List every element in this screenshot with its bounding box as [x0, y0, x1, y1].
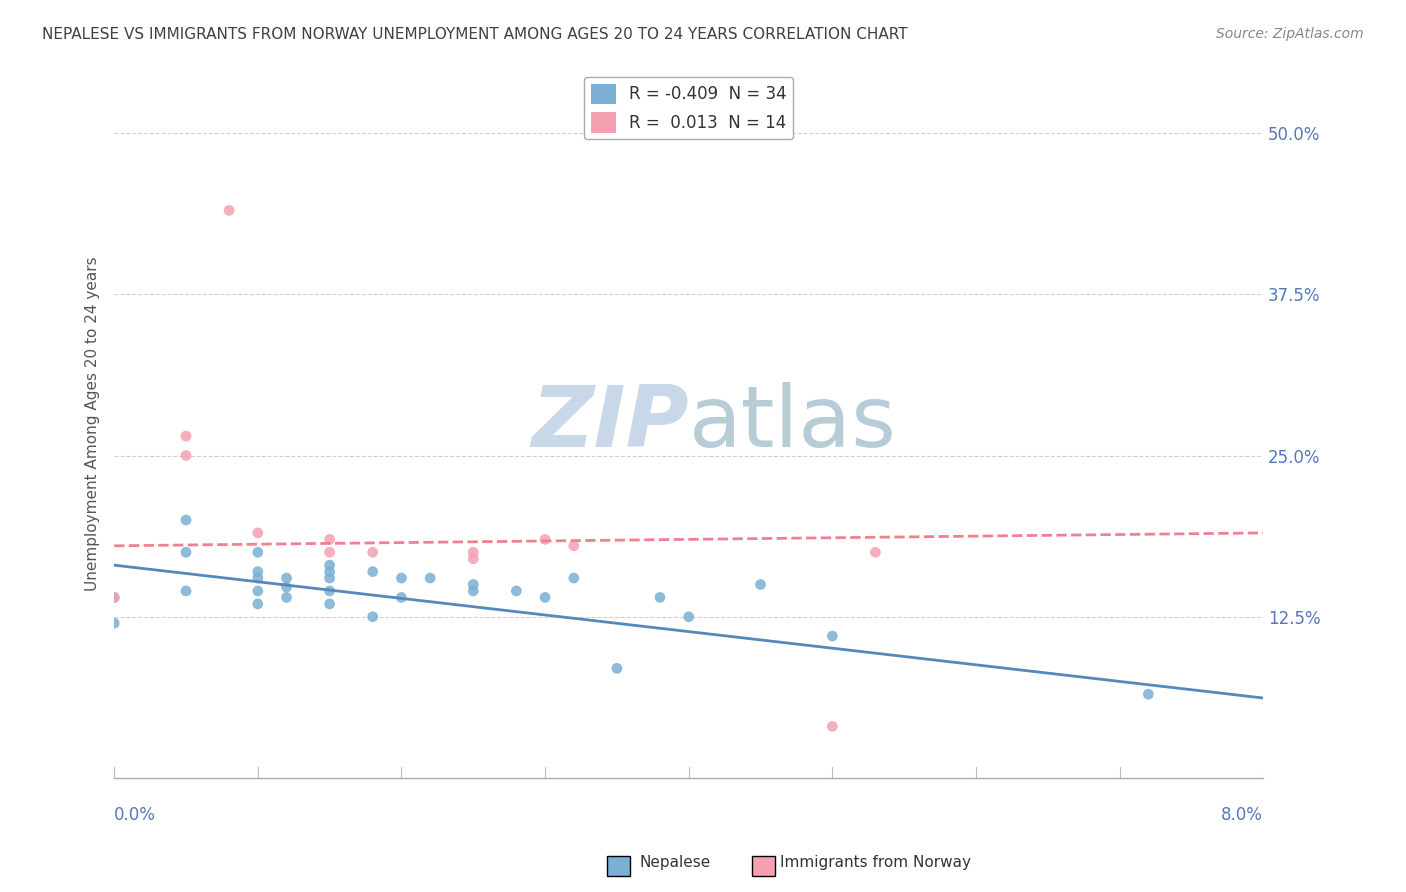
- Text: atlas: atlas: [689, 382, 897, 465]
- Point: [1137, 687, 1160, 701]
- Point: [318, 565, 340, 579]
- Point: [318, 545, 340, 559]
- Point: [174, 449, 197, 463]
- Point: [318, 558, 340, 573]
- Point: [246, 565, 269, 579]
- Point: [821, 719, 844, 733]
- Point: [463, 584, 485, 599]
- Point: [174, 545, 197, 559]
- Point: [246, 545, 269, 559]
- Point: [174, 584, 197, 599]
- Point: [103, 591, 125, 605]
- Point: [174, 429, 197, 443]
- Point: [678, 609, 700, 624]
- Point: [276, 571, 298, 585]
- Point: [318, 571, 340, 585]
- Point: [361, 565, 384, 579]
- Point: [419, 571, 441, 585]
- Point: [246, 584, 269, 599]
- Point: [463, 551, 485, 566]
- Point: [318, 533, 340, 547]
- Point: [361, 545, 384, 559]
- Point: [276, 580, 298, 594]
- Point: [391, 571, 413, 585]
- Point: [865, 545, 887, 559]
- Point: [562, 539, 585, 553]
- Point: [246, 571, 269, 585]
- Point: [318, 597, 340, 611]
- Point: [606, 661, 628, 675]
- Point: [318, 584, 340, 599]
- Point: [246, 597, 269, 611]
- Text: Nepalese: Nepalese: [640, 855, 711, 870]
- Point: [648, 591, 671, 605]
- Point: [821, 629, 844, 643]
- Point: [103, 616, 125, 631]
- Point: [246, 525, 269, 540]
- Text: Immigrants from Norway: Immigrants from Norway: [780, 855, 972, 870]
- Point: [463, 545, 485, 559]
- Point: [361, 609, 384, 624]
- Point: [534, 533, 557, 547]
- Point: [218, 203, 240, 218]
- Point: [391, 591, 413, 605]
- Point: [103, 591, 125, 605]
- Text: Source: ZipAtlas.com: Source: ZipAtlas.com: [1216, 27, 1364, 41]
- Text: 0.0%: 0.0%: [114, 806, 156, 824]
- Point: [562, 571, 585, 585]
- Point: [463, 577, 485, 591]
- Text: 8.0%: 8.0%: [1222, 806, 1263, 824]
- Point: [749, 577, 772, 591]
- Text: NEPALESE VS IMMIGRANTS FROM NORWAY UNEMPLOYMENT AMONG AGES 20 TO 24 YEARS CORREL: NEPALESE VS IMMIGRANTS FROM NORWAY UNEMP…: [42, 27, 908, 42]
- Point: [534, 591, 557, 605]
- Point: [174, 513, 197, 527]
- Legend: R = -0.409  N = 34, R =  0.013  N = 14: R = -0.409 N = 34, R = 0.013 N = 14: [583, 77, 793, 139]
- Text: ZIP: ZIP: [531, 382, 689, 465]
- Point: [276, 591, 298, 605]
- Point: [505, 584, 527, 599]
- Y-axis label: Unemployment Among Ages 20 to 24 years: Unemployment Among Ages 20 to 24 years: [86, 256, 100, 591]
